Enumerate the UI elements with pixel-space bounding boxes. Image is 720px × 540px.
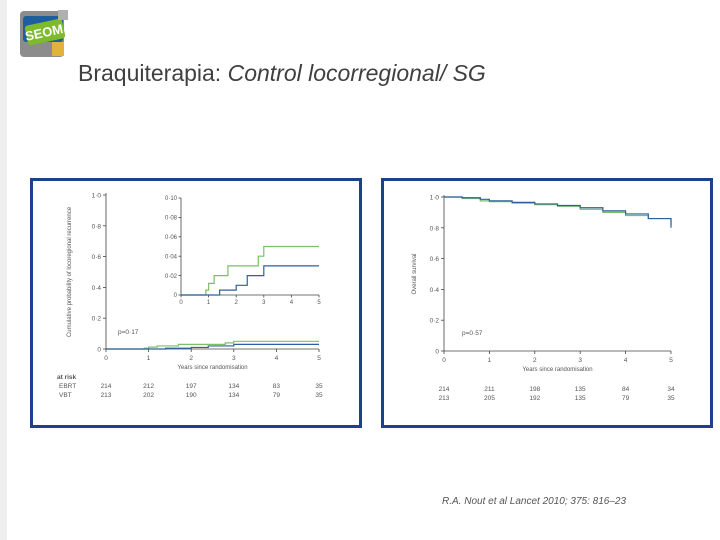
locoregional-x-tick-label: 4: [275, 355, 279, 362]
survival-risk-count: 84: [622, 386, 630, 393]
locoregional-risk-row-name: VBT: [59, 392, 72, 399]
survival-x-tick-label: 0: [442, 357, 446, 364]
locoregional-y-tick-label: 1·0: [92, 193, 102, 200]
survival-y-tick-label: 0·6: [430, 256, 440, 263]
locoregional-y-tick-label: 0·2: [92, 316, 102, 323]
survival-x-axis-label: Years since randomisation: [522, 367, 592, 373]
survival-y-tick-label: 0·4: [430, 287, 440, 294]
locoregional-risk-count: 213: [101, 392, 112, 399]
survival-risk-count: 79: [622, 395, 630, 402]
survival-risk-count: 35: [667, 395, 675, 402]
locoregional-risk-count: 190: [186, 392, 197, 399]
locoregional-inset-line-vbt: [181, 265, 319, 296]
survival-risk-count: 198: [529, 386, 540, 393]
locoregional-risk-count: 212: [143, 383, 154, 390]
locoregional-y-tick-label: 0: [97, 347, 101, 354]
survival-x-tick-label: 4: [624, 357, 628, 364]
survival-x-tick-label: 2: [533, 357, 537, 364]
survival-x-tick-label: 1: [488, 357, 492, 364]
survival-risk-count: 135: [575, 386, 586, 393]
locoregional-x-tick-label: 5: [317, 355, 321, 362]
locoregional-y-tick-label: 0·8: [92, 223, 102, 230]
locoregional-y-axis-label: Cumulative probability of locoregional r…: [67, 206, 73, 337]
survival-risk-count: 205: [484, 395, 495, 402]
survival-risk-count: 214: [439, 386, 450, 393]
survival-risk-count: 135: [575, 395, 586, 402]
locoregional-inset-y-tick-label: 0·04: [165, 254, 178, 260]
locoregional-risk-count: 83: [273, 383, 281, 390]
locoregional-risk-count: 79: [273, 392, 281, 399]
survival-risk-count: 213: [439, 395, 450, 402]
locoregional-risk-label: at risk: [57, 374, 77, 381]
locoregional-inset-x-tick-label: 2: [235, 300, 239, 306]
survival-x-tick-label: 5: [669, 357, 673, 364]
locoregional-recurrence-chart: 0 0·2 0·4 0·6 0·8 1·0 0 1 2 3 4 5 Years since random…: [30, 178, 362, 428]
locoregional-x-tick-label: 2: [189, 355, 193, 362]
locoregional-risk-count: 35: [315, 383, 323, 390]
locoregional-y-tick-label: 0·4: [92, 285, 102, 292]
locoregional-risk-count: 202: [143, 392, 154, 399]
locoregional-inset-x-tick-label: 3: [262, 300, 266, 306]
citation: R.A. Nout et al Lancet 2010; 375: 816–23: [442, 496, 627, 507]
locoregional-x-tick-label: 3: [232, 355, 236, 362]
locoregional-inset-y-tick-label: 0·06: [165, 235, 178, 241]
survival-y-tick-label: 0: [435, 349, 439, 356]
locoregional-risk-count: 197: [186, 383, 197, 390]
survival-line-vbt: [444, 196, 672, 228]
locoregional-inset-y-tick-label: 0·02: [165, 274, 178, 280]
locoregional-recurrence-svg: 0 0·2 0·4 0·6 0·8 1·0 0 1 2 3 4 5 Years since random…: [57, 193, 323, 400]
overall-survival-chart: 0 0·2 0·4 0·6 0·8 1·0 0 1 2 3 4 5 Years since random…: [381, 178, 713, 428]
survival-line-ebrt: [444, 196, 672, 225]
locoregional-inset-x-tick-label: 5: [317, 300, 321, 306]
survival-x-tick-label: 3: [578, 357, 582, 364]
locoregional-risk-row-name: EBRT: [59, 383, 76, 390]
locoregional-risk-count: 214: [101, 383, 112, 390]
locoregional-inset-y-tick-label: 0: [174, 293, 178, 299]
locoregional-inset-y-tick-label: 0·10: [165, 196, 178, 202]
locoregional-inset-line-ebrt: [181, 245, 319, 296]
locoregional-risk-count: 35: [315, 392, 323, 399]
locoregional-p-value: p=0·17: [118, 329, 139, 336]
survival-p-value: p=0·57: [462, 330, 483, 337]
survival-y-tick-label: 0·8: [430, 225, 440, 232]
locoregional-inset-y-tick-label: 0·08: [165, 216, 178, 222]
seom-logo-icon: SEOM: [20, 10, 68, 57]
survival-risk-count: 34: [667, 386, 675, 393]
locoregional-inset-x-tick-label: 1: [207, 300, 211, 306]
locoregional-x-tick-label: 0: [104, 355, 108, 362]
page-title: Braquiterapia: Control locorregional/ SG: [78, 60, 486, 87]
locoregional-x-axis-label: Years since randomisation: [177, 365, 247, 371]
locoregional-risk-count: 134: [228, 392, 239, 399]
locoregional-inset-x-tick-label: 4: [290, 300, 294, 306]
locoregional-inset-x-tick-label: 0: [179, 300, 183, 306]
locoregional-risk-count: 134: [228, 383, 239, 390]
locoregional-x-tick-label: 1: [147, 355, 151, 362]
survival-risk-count: 211: [484, 386, 495, 393]
title-italic: Control locorregional/ SG: [227, 60, 486, 86]
survival-risk-count: 192: [529, 395, 540, 402]
slide-left-rule: [0, 0, 7, 540]
survival-y-axis-label: Overall survival: [412, 253, 418, 294]
locoregional-y-tick-label: 0·6: [92, 254, 102, 261]
locoregional-line-vbt: [106, 343, 319, 350]
locoregional-line-ebrt: [106, 340, 319, 350]
title-main: Braquiterapia:: [78, 60, 228, 86]
survival-y-tick-label: 1·0: [430, 195, 440, 202]
survival-y-tick-label: 0·2: [430, 318, 440, 325]
